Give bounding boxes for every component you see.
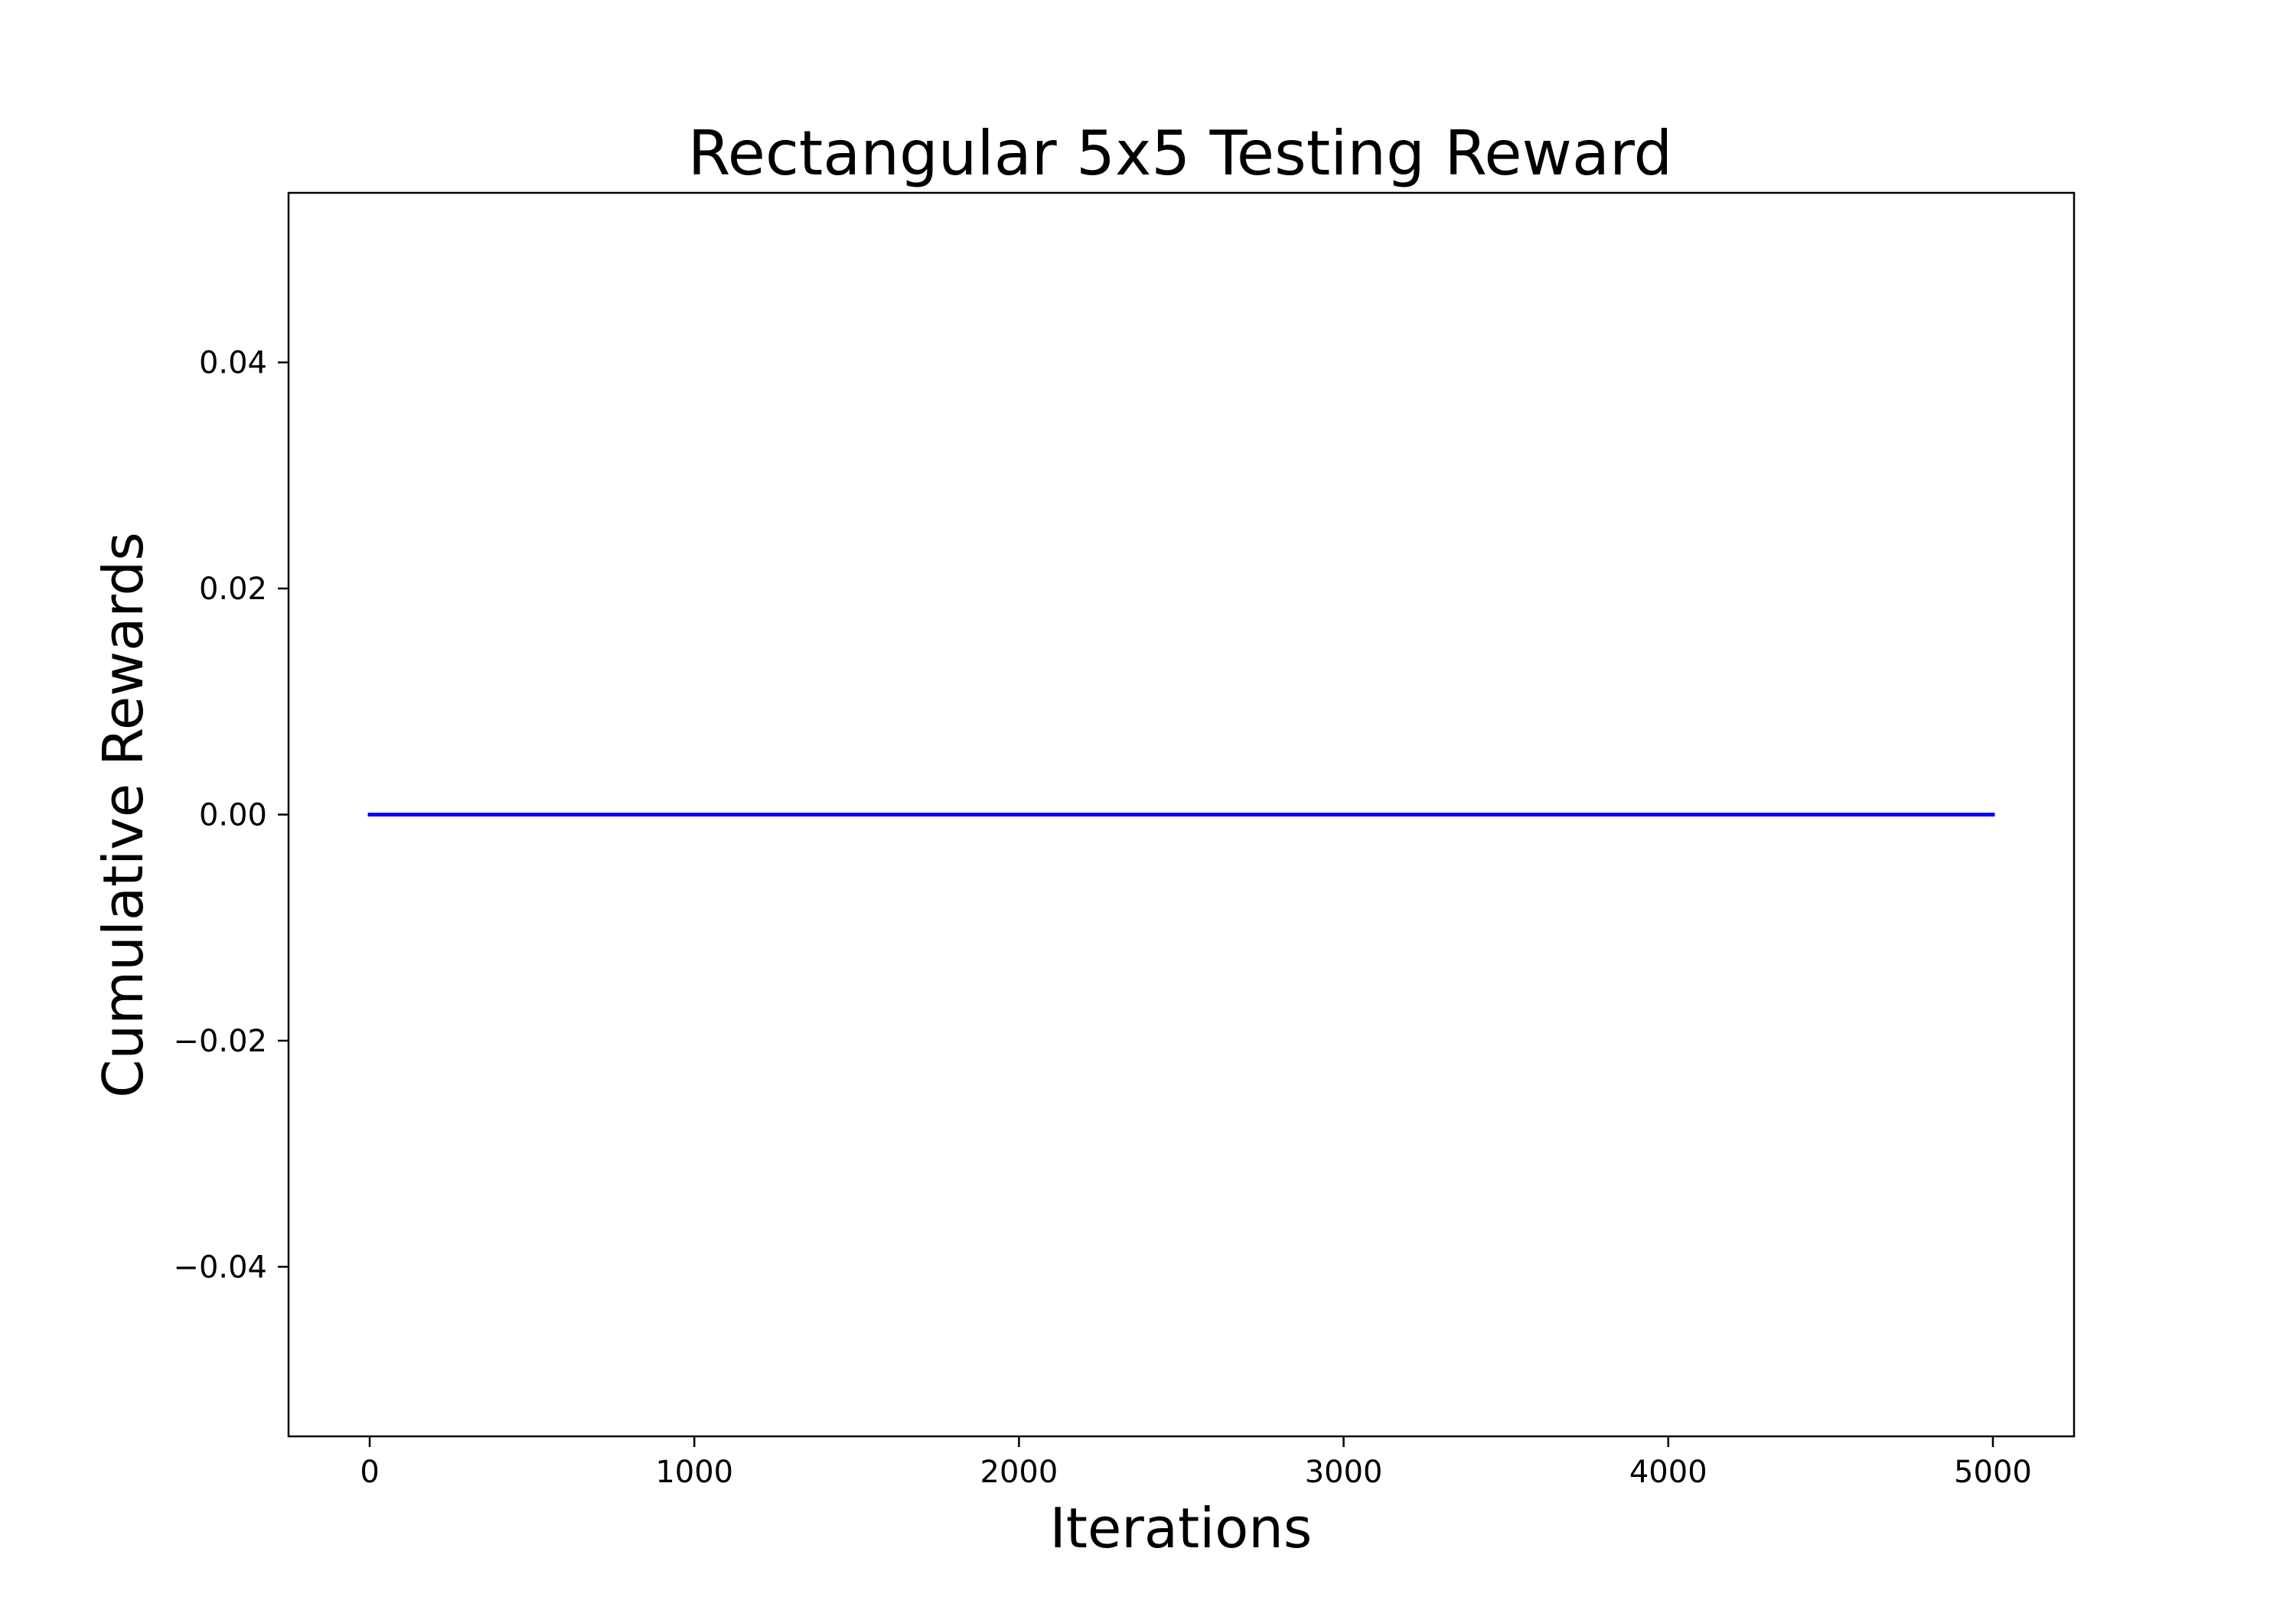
y-tick-label: 0.04	[199, 346, 267, 381]
y-tick-label: 0.02	[199, 572, 267, 607]
chart-title: Rectangular 5x5 Testing Reward	[688, 118, 1673, 189]
x-tick-label: 3000	[1305, 1455, 1383, 1490]
x-tick-label: 4000	[1629, 1455, 1707, 1490]
x-axis-ticks: 0 1000 2000 3000 4000 5000	[360, 1436, 2032, 1490]
y-axis-ticks: −0.04 −0.02 0.00 0.02 0.04	[173, 346, 289, 1285]
x-tick-label: 1000	[655, 1455, 733, 1490]
x-tick-label: 5000	[1954, 1455, 2032, 1490]
x-tick-label: 2000	[980, 1455, 1058, 1490]
x-axis-label: Iterations	[1050, 1496, 1313, 1560]
y-tick-label: 0.00	[199, 798, 267, 833]
plot-frame	[287, 191, 2076, 1438]
y-tick-label: −0.04	[173, 1250, 267, 1285]
y-axis-label: Cumulative Rewards	[91, 532, 155, 1097]
x-tick-label: 0	[360, 1455, 379, 1490]
y-tick-label: −0.02	[173, 1024, 267, 1059]
